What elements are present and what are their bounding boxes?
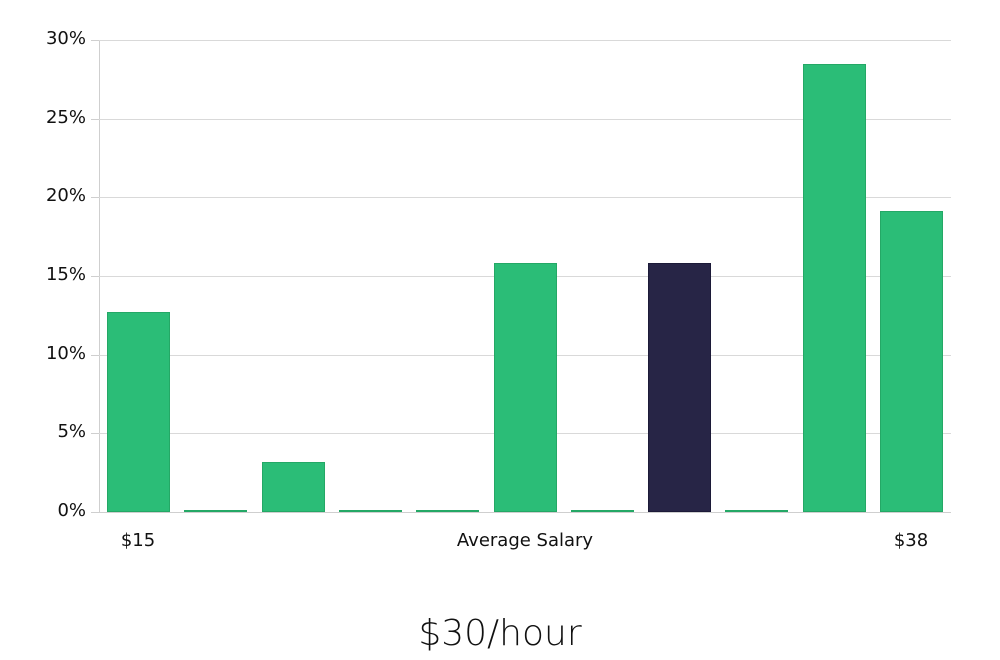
- bar: [803, 63, 866, 512]
- y-tick-mark: [91, 433, 99, 434]
- bar: [494, 263, 557, 512]
- y-tick-label: 5%: [57, 421, 86, 442]
- bar-highlighted: [648, 263, 711, 512]
- x-tick-label-max: $38: [893, 530, 929, 551]
- bar: [416, 510, 479, 512]
- x-axis-baseline: [99, 512, 951, 513]
- y-tick-mark: [91, 276, 99, 277]
- gridline: [99, 40, 951, 41]
- bar: [571, 510, 634, 512]
- bar: [262, 461, 325, 512]
- bar: [184, 510, 247, 512]
- y-tick-label: 0%: [57, 500, 86, 521]
- x-axis-label: Average Salary: [456, 530, 594, 551]
- gridline: [99, 197, 951, 198]
- bar: [339, 510, 402, 512]
- y-tick-mark: [91, 119, 99, 120]
- gridline: [99, 119, 951, 120]
- y-tick-label: 20%: [45, 185, 86, 206]
- y-tick-mark: [91, 40, 99, 41]
- x-tick-label-min: $15: [120, 530, 156, 551]
- y-tick-mark: [91, 355, 99, 356]
- y-tick-label: 10%: [45, 343, 86, 364]
- y-tick-label: 15%: [45, 264, 86, 285]
- bar: [880, 211, 943, 512]
- y-tick-mark: [91, 197, 99, 198]
- y-tick-label: 30%: [45, 28, 86, 49]
- bar: [107, 312, 170, 512]
- y-tick-label: 25%: [45, 107, 86, 128]
- chart-title: $30/hour: [418, 613, 582, 654]
- y-tick-mark: [91, 512, 99, 513]
- bar: [725, 510, 788, 512]
